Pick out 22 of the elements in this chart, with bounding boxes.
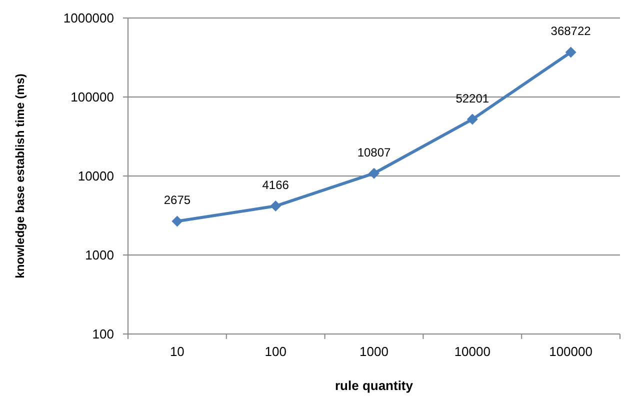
data-label: 368722	[550, 24, 592, 38]
x-tick-label: 100000	[549, 344, 592, 359]
x-tick-label: 10000	[454, 344, 490, 359]
y-axis-title: knowledge base establish time (ms)	[13, 74, 27, 278]
point	[270, 200, 282, 212]
x-tick-label: 10	[170, 344, 184, 359]
x-tick-label: 100	[264, 344, 286, 359]
data-label: 4166	[262, 178, 290, 192]
data-label: 2675	[164, 193, 191, 208]
point	[466, 114, 478, 125]
x-axis-title: rule quantity	[334, 378, 414, 393]
data-label: 10807	[357, 145, 392, 160]
point	[565, 46, 576, 58]
x-tick-label: 1000	[360, 344, 388, 359]
point	[368, 168, 380, 179]
y-tick-label: 1000000	[63, 10, 114, 26]
y-tick-label: 10000	[78, 168, 114, 184]
point	[172, 216, 183, 227]
y-tick-label: 100	[92, 326, 114, 342]
y-tick-label: 100000	[70, 90, 114, 105]
y-tick-label: 1000	[85, 248, 114, 263]
data-label: 52201	[456, 91, 490, 106]
